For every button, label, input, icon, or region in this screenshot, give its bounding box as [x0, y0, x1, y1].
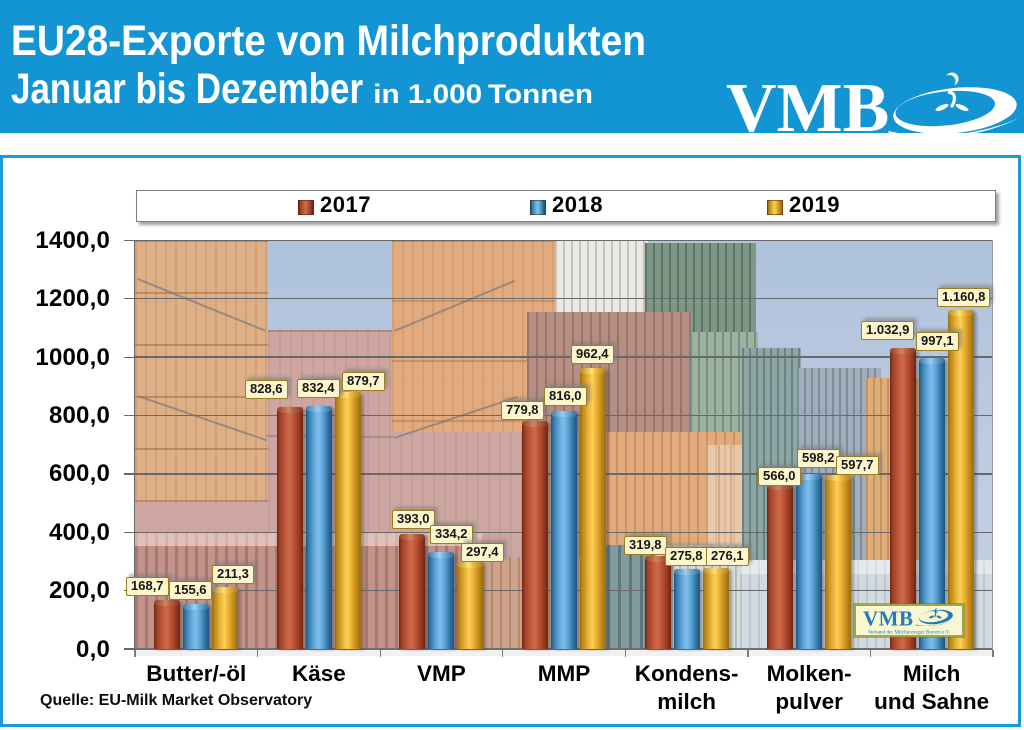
svg-text:VMB: VMB: [726, 70, 889, 142]
svg-text:Verband der Milcherzeuger Baye: Verband der Milcherzeuger Bayern e.V.: [868, 630, 950, 636]
svg-text:VMB: VMB: [863, 607, 914, 631]
